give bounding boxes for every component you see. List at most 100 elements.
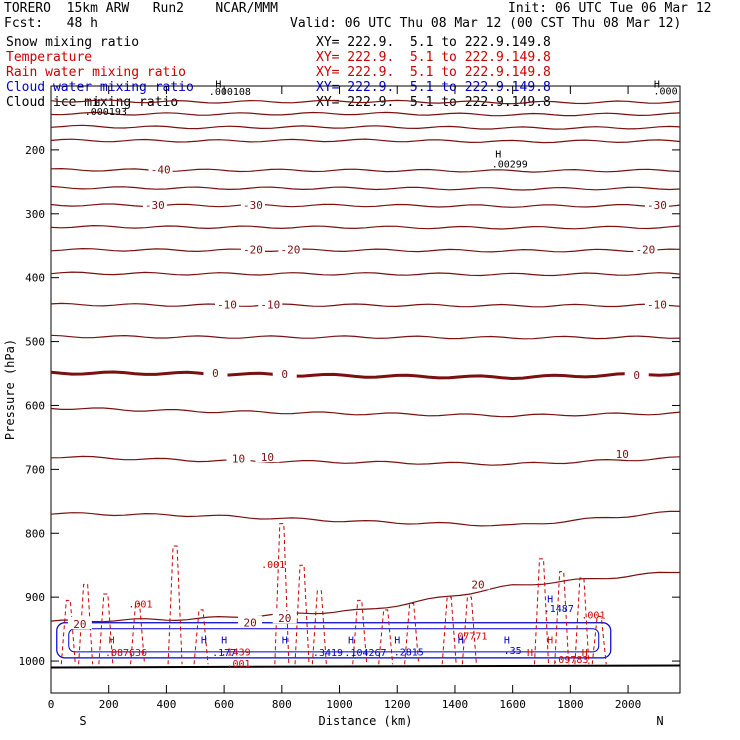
legend-rain-label: Rain water mixing ratio bbox=[6, 65, 187, 80]
max-annotation: .35 bbox=[504, 646, 522, 657]
temperature-label: -20 bbox=[635, 244, 655, 257]
x-tick-label: 600 bbox=[214, 698, 234, 711]
max-annotation: .07771 bbox=[451, 631, 487, 642]
max-annotation: H bbox=[282, 635, 288, 646]
y-tick-label: 200 bbox=[25, 144, 45, 157]
temperature-label-bg bbox=[272, 367, 297, 380]
y-axis-label: Pressure (hPa) bbox=[3, 339, 17, 440]
endpoint-right: N bbox=[656, 714, 663, 728]
max-annotation: H bbox=[547, 635, 553, 646]
rain-water-contour bbox=[130, 603, 146, 665]
x-tick-label: 1000 bbox=[326, 698, 353, 711]
max-annotation: .00299 bbox=[492, 159, 528, 170]
max-annotation: H bbox=[582, 648, 588, 659]
max-annotation: .3419 bbox=[313, 648, 343, 659]
y-tick-label: 800 bbox=[25, 527, 45, 540]
temperature-contour--50 bbox=[50, 124, 681, 130]
legend-snow-xy: XY= 222.9. 5.1 to 222.9.149.8 bbox=[316, 35, 551, 50]
rain-water-contour bbox=[554, 571, 570, 665]
max-annotation: .000193 bbox=[85, 107, 127, 118]
temperature-label: 20 bbox=[471, 578, 484, 591]
temperature-contour--10 bbox=[50, 302, 681, 308]
max-annotation: .001 bbox=[261, 560, 285, 571]
temperature-label-bg bbox=[255, 450, 280, 463]
temperature-contour--60 bbox=[50, 99, 681, 105]
y-tick-label: 700 bbox=[25, 463, 45, 476]
temperature-label: 10 bbox=[261, 451, 274, 464]
y-tick-label: 300 bbox=[25, 208, 45, 221]
temperature-label: 0 bbox=[633, 369, 640, 382]
y-tick-label: 600 bbox=[25, 399, 45, 412]
x-tick-label: 0 bbox=[48, 698, 55, 711]
max-annotation: H bbox=[109, 635, 115, 646]
y-tick-label: 1000 bbox=[19, 655, 46, 668]
temperature-label: -10 bbox=[260, 299, 280, 312]
rain-water-contour bbox=[60, 599, 76, 665]
x-tick-label: 800 bbox=[272, 698, 292, 711]
max-annotation: H bbox=[201, 635, 207, 646]
max-annotation: .1439 bbox=[221, 647, 251, 658]
temperature-label: 10 bbox=[232, 453, 245, 466]
cloud-water-band-inner bbox=[68, 628, 600, 653]
max-annotation: .09783 bbox=[552, 655, 588, 666]
x-tick-label: 1200 bbox=[384, 698, 411, 711]
legend-snow-label: Snow mixing ratio bbox=[6, 35, 140, 50]
temperature-label-bg bbox=[644, 297, 669, 310]
temperature-contour--40 bbox=[50, 167, 681, 173]
max-annotation: H bbox=[495, 150, 501, 161]
max-annotation: .104267 bbox=[344, 648, 386, 659]
temperature-label: -10 bbox=[217, 299, 237, 312]
temperature-contour-0 bbox=[50, 370, 681, 381]
rain-water-contour bbox=[378, 609, 394, 665]
temperature-label-bg bbox=[633, 242, 658, 255]
rain-water-contour bbox=[591, 615, 607, 665]
temperature-contour--5 bbox=[50, 334, 681, 340]
temperature-label: -40 bbox=[151, 164, 171, 177]
x-tick-label: 1400 bbox=[442, 698, 469, 711]
temperature-label: -30 bbox=[243, 199, 263, 212]
max-annotation: .087636 bbox=[105, 648, 147, 659]
temperature-label-bg bbox=[240, 242, 265, 255]
x-axis-label: Distance (km) bbox=[319, 714, 413, 728]
temperature-label-bg bbox=[203, 365, 228, 378]
max-annotation: H bbox=[221, 635, 227, 646]
max-annotation: H bbox=[654, 79, 660, 90]
rain-water-contour bbox=[404, 603, 420, 665]
temperature-label: 0 bbox=[212, 367, 219, 380]
temperature-contour-20 bbox=[50, 571, 680, 623]
temperature-label: -30 bbox=[145, 199, 165, 212]
temperature-label-bg bbox=[258, 297, 283, 310]
max-annotation: .001 bbox=[226, 659, 250, 670]
temperature-label: 20 bbox=[243, 617, 256, 630]
forecast-hour: Fcst: 48 h bbox=[4, 16, 98, 31]
temperature-contour--15 bbox=[50, 271, 681, 277]
legend-temperature-label: Temperature bbox=[6, 50, 93, 65]
temperature-label-bg bbox=[142, 197, 167, 210]
rain-water-contour bbox=[311, 590, 327, 665]
temperature-contour--20 bbox=[50, 247, 681, 253]
y-tick-label: 900 bbox=[25, 591, 45, 604]
temperature-label-bg bbox=[238, 615, 263, 628]
max-annotation: H bbox=[504, 635, 510, 646]
max-annotation: .000 bbox=[654, 86, 678, 97]
model-title: TORERO 15km ARW Run2 NCAR/MMM bbox=[4, 1, 278, 16]
temperature-label-bg bbox=[148, 162, 173, 175]
max-annotation: .001 bbox=[128, 600, 152, 611]
endpoint-left: S bbox=[79, 714, 86, 728]
temperature-label: 10 bbox=[616, 448, 629, 461]
temperature-label: -30 bbox=[647, 199, 667, 212]
temperature-label: 0 bbox=[281, 368, 288, 381]
rain-water-contour bbox=[98, 593, 114, 665]
temperature-label-bg bbox=[644, 197, 669, 210]
max-annotation: .1487 bbox=[544, 604, 574, 615]
temperature-label: -10 bbox=[647, 299, 667, 312]
x-tick-label: 400 bbox=[156, 698, 176, 711]
x-tick-label: 2000 bbox=[615, 698, 642, 711]
y-tick-label: 400 bbox=[25, 272, 45, 285]
x-tick-label: 200 bbox=[99, 698, 119, 711]
rain-water-contour bbox=[352, 599, 368, 665]
x-tick-label: 1600 bbox=[499, 698, 526, 711]
legend-rain-xy: XY= 222.9. 5.1 to 222.9.149.8 bbox=[316, 65, 551, 80]
temperature-label-bg bbox=[226, 451, 251, 464]
ground-line bbox=[50, 664, 681, 669]
